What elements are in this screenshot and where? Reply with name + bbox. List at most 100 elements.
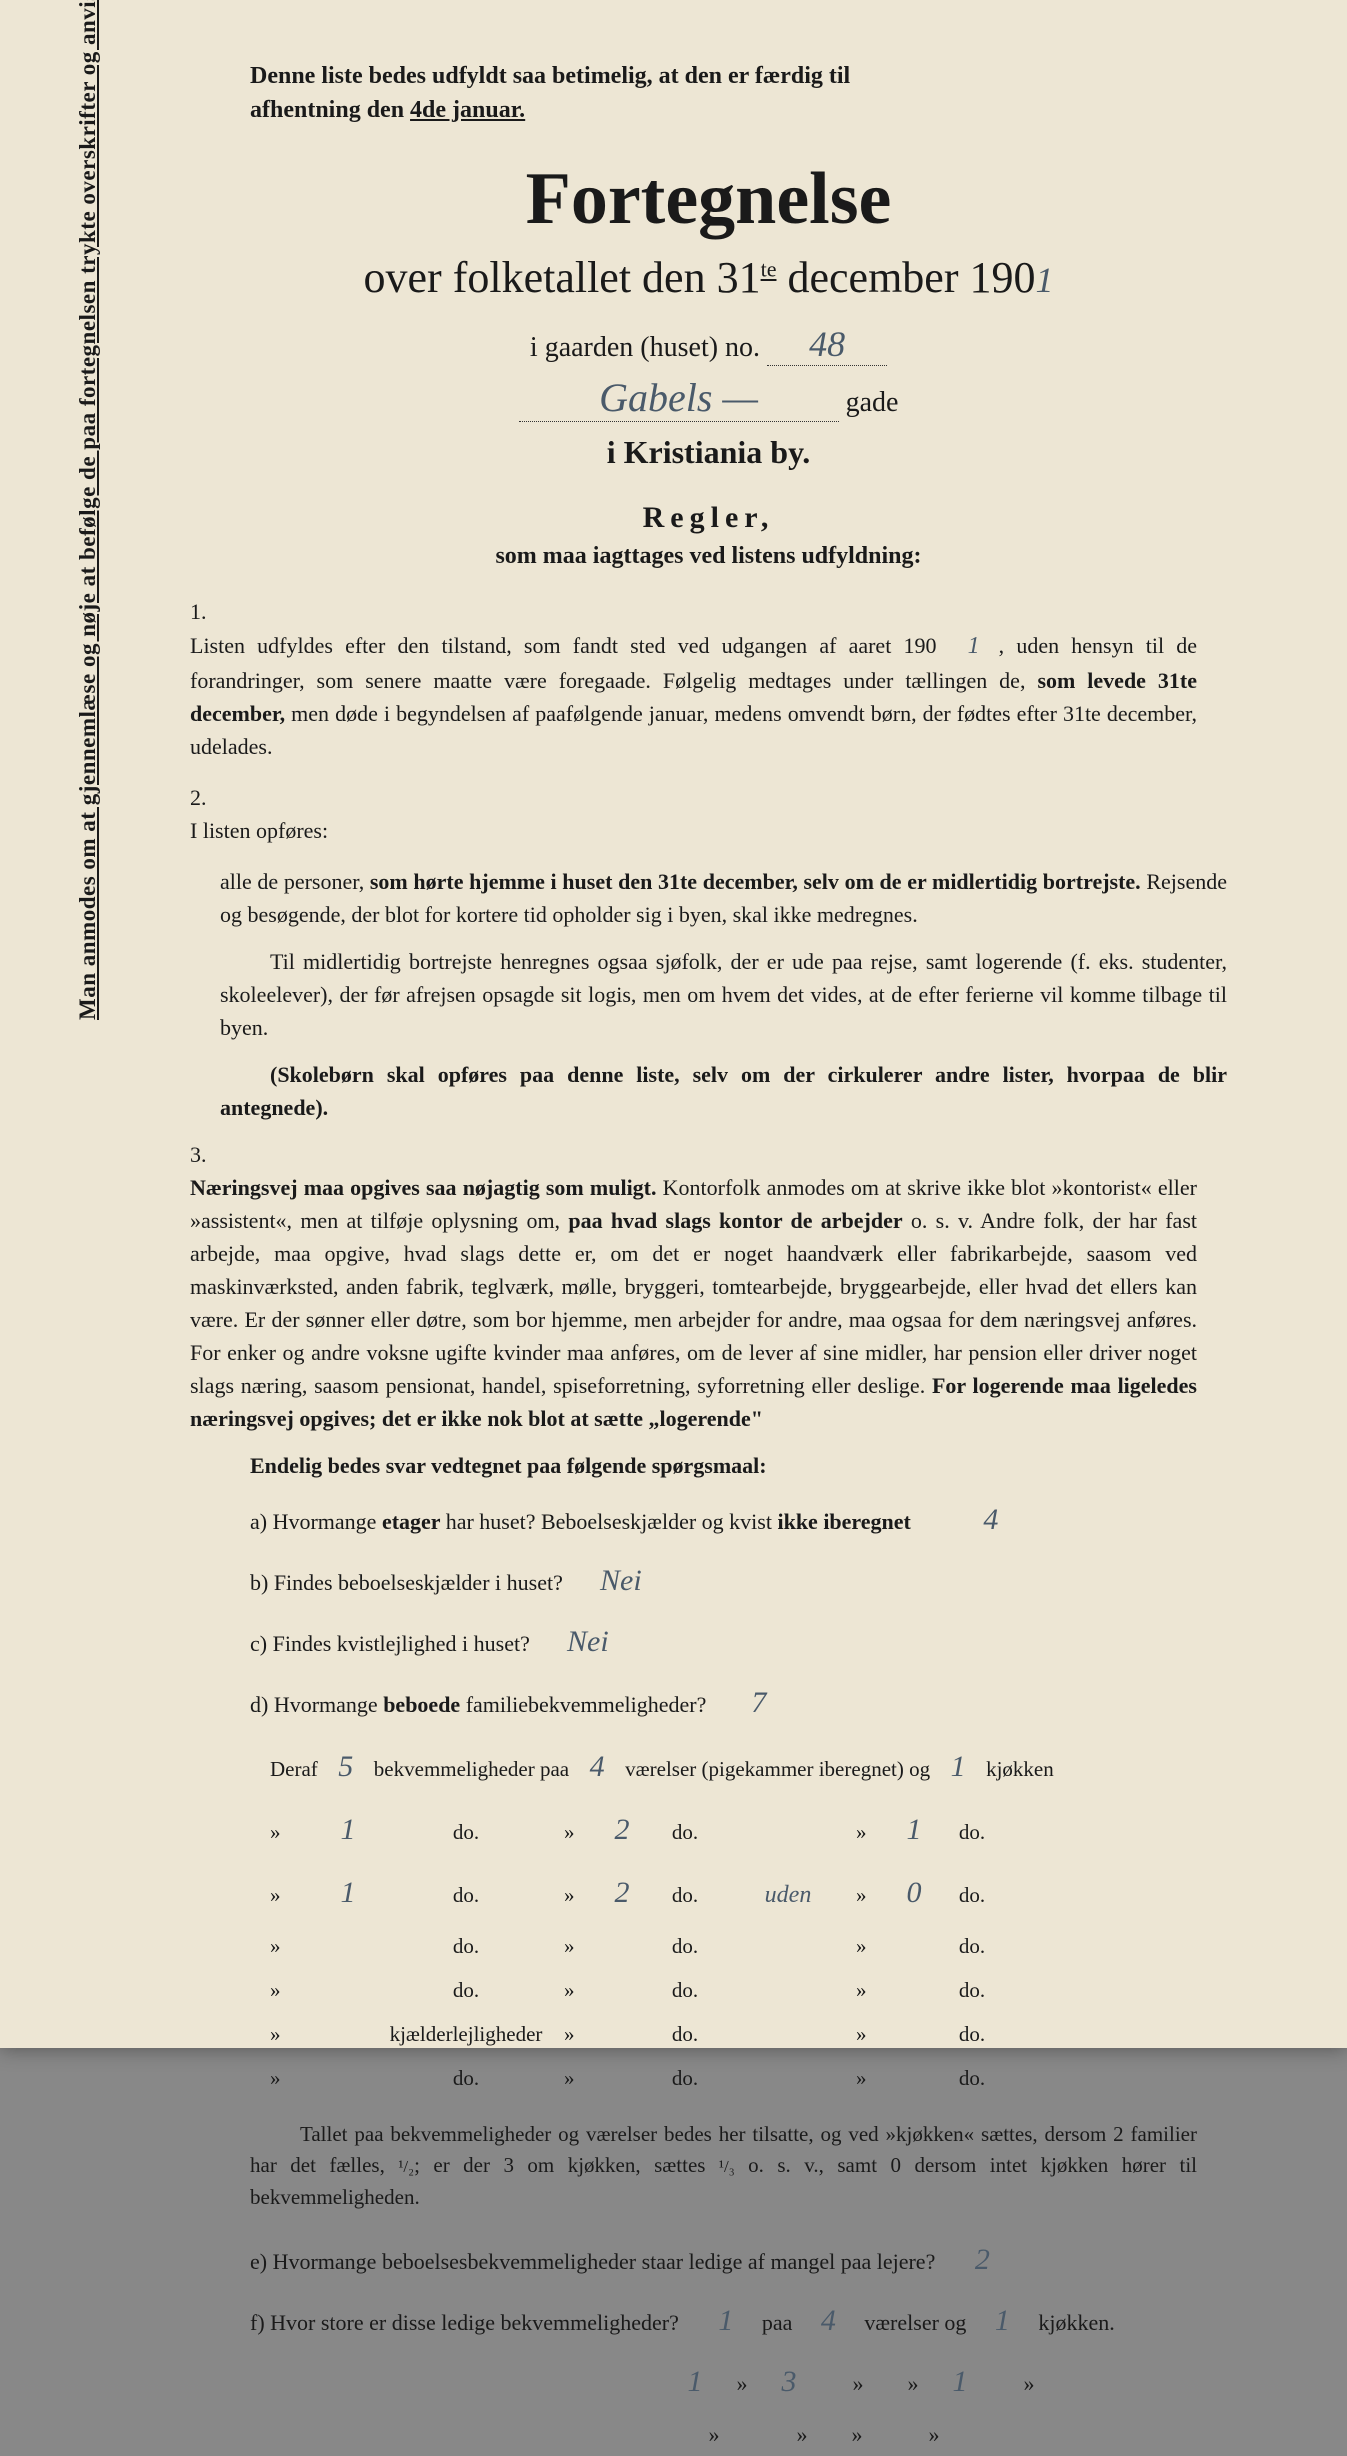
qf2-hw2: 3 <box>764 2353 814 2410</box>
street-hw: Gabels — <box>599 375 758 420</box>
qf-mid2: værelser og <box>864 2310 966 2335</box>
row-c3: 2 <box>602 1798 642 1861</box>
subtitle: over folketallet den 31te december 1901 <box>190 252 1227 303</box>
fn-frac2: ¹/₃ <box>719 2157 735 2176</box>
qa-hw: 4 <box>966 1491 1016 1548</box>
row-c4: do. <box>650 1924 720 1968</box>
rule-2-a: I listen opføres: <box>190 818 328 843</box>
row-c2: do. <box>376 2056 556 2100</box>
rule-3-bold1: Næringsvej maa opgives saa nøjagtig som … <box>190 1175 657 1200</box>
question-f: f) Hvor store er disse ledige bekvemmeli… <box>250 2292 1227 2349</box>
row-c4: do. <box>650 1873 720 1917</box>
qd-text2: familiebekvemmeligheder? <box>466 1692 707 1717</box>
t1-c: værelser (pigekammer iberegnet) og <box>625 1747 930 1791</box>
rule-2-p1-a: alle de personer, <box>220 869 370 894</box>
table-row: »1do.»2do.»1do. <box>270 1798 1227 1861</box>
row-c7: do. <box>942 2056 1002 2100</box>
rule-3-num: 3. <box>190 1138 215 1171</box>
qf-hw2: 4 <box>803 2292 853 2349</box>
table-header-row: Deraf 5 bekvemmeligheder paa 4 værelser … <box>270 1735 1227 1798</box>
question-ef-block: e) Hvormange beboelsesbekvemmeligheder s… <box>250 2231 1227 2456</box>
t1-a: Deraf <box>270 1747 318 1791</box>
rule-1-a: Listen udfyldes efter den tilstand, som … <box>190 633 936 658</box>
row-c1: 1 <box>328 1861 368 1924</box>
year-handwritten: 1 <box>1035 260 1053 300</box>
rule-2-para1: alle de personer, som hørte hjemme i hus… <box>220 865 1227 931</box>
question-f-line2: 1 » 3 » » 1 » <box>670 2353 1227 2410</box>
qf2-hw1: 1 <box>670 2353 720 2410</box>
qf-end: kjøkken. <box>1038 2310 1114 2335</box>
gaarden-label: i gaarden (huset) no. <box>530 332 760 363</box>
row-c6: 0 <box>894 1861 934 1924</box>
gaarden-line: i gaarden (huset) no. 48 <box>190 323 1227 366</box>
rule-3-bold2: paa hvad slags kontor de arbejder <box>568 1208 902 1233</box>
subtitle-sup: te <box>761 257 777 282</box>
table-row: »do.»do.»do. <box>270 2056 1227 2100</box>
row-c2: do. <box>376 1810 556 1854</box>
t1-d: kjøkken <box>986 1747 1054 1791</box>
fn-b: ; er der 3 om kjøkken, sættes <box>414 2153 719 2177</box>
t1-b: bekvemmeligheder paa <box>374 1747 569 1791</box>
t1-hw2: 4 <box>577 1735 617 1798</box>
top-line-1: Denne liste bedes udfyldt saa betimelig,… <box>250 63 850 89</box>
footer-note: Tallet paa bekvemmeligheder og værelser … <box>250 2119 1197 2214</box>
main-title: Fortegnelse <box>190 157 1227 242</box>
qe-text: e) Hvormange beboelsesbekvemmeligheder s… <box>250 2249 935 2274</box>
question-b: b) Findes beboelseskjælder i huset? Nei <box>250 1552 1227 1609</box>
gaarden-no-hw: 48 <box>809 324 845 364</box>
question-d: d) Hvormange beboede familiebekvemmeligh… <box>250 1674 1227 1731</box>
top-instruction: Denne liste bedes udfyldt saa betimelig,… <box>250 60 1227 127</box>
qf-hw1: 1 <box>701 2292 751 2349</box>
row-c7: do. <box>942 1810 1002 1854</box>
qf2-hw3: 1 <box>935 2353 985 2410</box>
question-a: a) Hvormange etager har huset? Beboelses… <box>250 1491 1227 1548</box>
top-date: 4de januar. <box>410 97 525 123</box>
row-c3: 2 <box>602 1861 642 1924</box>
kristiania-line: i Kristiania by. <box>190 434 1227 471</box>
rule-2-num: 2. <box>190 781 215 814</box>
qc-text: c) Findes kvistlejlighed i huset? <box>250 1631 530 1656</box>
bekvem-table: Deraf 5 bekvemmeligheder paa 4 værelser … <box>270 1735 1227 2100</box>
qa-bold: etager <box>376 1509 445 1534</box>
row-c2: kjælderlejligheder <box>376 2012 556 2056</box>
rule-1-c: men døde i begyndelsen af paafølgende ja… <box>190 701 1197 759</box>
rule-2: 2. I listen opføres: <box>190 781 1227 847</box>
t1-hw1: 5 <box>326 1735 366 1798</box>
qf-mid1: paa <box>762 2310 793 2335</box>
t1-hw3: 1 <box>938 1735 978 1798</box>
row-c2: do. <box>376 1873 556 1917</box>
qa-label: a) Hvormange <box>250 1509 376 1534</box>
main-content: Denne liste bedes udfyldt saa betimelig,… <box>190 60 1227 2456</box>
row-c7: do. <box>942 1873 1002 1917</box>
rule-1-num: 1. <box>190 595 215 628</box>
rule-3: 3. Næringsvej maa opgives saa nøjagtig s… <box>190 1138 1227 1435</box>
top-line-2a: afhentning den <box>250 97 404 123</box>
questions-header: Endelig bedes svar vedtegnet paa følgend… <box>250 1453 1227 1479</box>
qa-text2: har huset? Beboelseskjælder og kvist <box>446 1509 772 1534</box>
qd-bold: beboede <box>378 1692 466 1717</box>
gade-line: Gabels — gade <box>190 374 1227 422</box>
rule-2-p1-bold: som hørte hjemme i huset den 31te decemb… <box>370 869 1141 894</box>
question-c: c) Findes kvistlejlighed i huset? Nei <box>250 1613 1227 1670</box>
row-c4: do. <box>650 1968 720 2012</box>
rule-2-para3: (Skolebørn skal opføres paa denne liste,… <box>220 1058 1227 1124</box>
rule-1: 1. Listen udfyldes efter den tilstand, s… <box>190 595 1227 763</box>
qb-text: b) Findes beboelseskjælder i huset? <box>250 1570 563 1595</box>
row-c2: do. <box>376 1924 556 1968</box>
row-c6: 1 <box>894 1798 934 1861</box>
row-c4: do. <box>650 2056 720 2100</box>
rule-3-b: o. s. v. Andre folk, der har fast arbejd… <box>190 1208 1197 1398</box>
rule-1-year-hw: 1 <box>949 628 999 664</box>
row-c1: 1 <box>328 1798 368 1861</box>
question-e: e) Hvormange beboelsesbekvemmeligheder s… <box>250 2231 1227 2288</box>
rule-2-para2: Til midlertidig bortrejste henregnes ogs… <box>220 945 1227 1044</box>
qa-bold2: ikke iberegnet <box>772 1509 911 1534</box>
gade-label: gade <box>846 387 899 418</box>
qf-text: f) Hvor store er disse ledige bekvemmeli… <box>250 2310 679 2335</box>
row-c4: do. <box>650 1810 720 1854</box>
subtitle-suffix: december 190 <box>776 253 1035 302</box>
regler-title: Regler, <box>190 501 1227 535</box>
row-c5: uden <box>728 1870 848 1920</box>
table-row: »do.»do.»do. <box>270 1924 1227 1968</box>
row-c7: do. <box>942 1968 1002 2012</box>
